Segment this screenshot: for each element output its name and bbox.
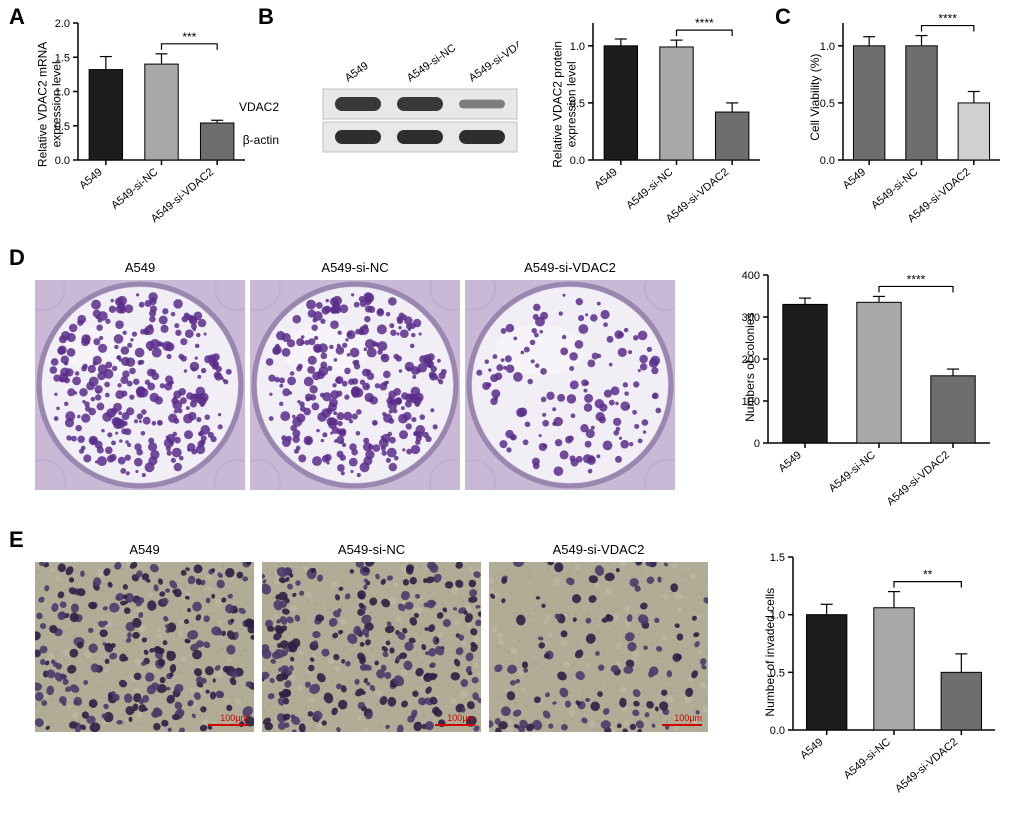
colony-dish-A549: A549: [35, 280, 245, 490]
svg-text:A549-si-NC: A549-si-NC: [624, 166, 675, 212]
dish-siVDAC2-svg: [465, 280, 675, 490]
panel-label-A: A: [9, 4, 25, 30]
svg-text:1.5: 1.5: [770, 552, 785, 564]
chart-E-ylabel: Number of invaded cells: [763, 572, 777, 732]
svg-text:A549: A549: [343, 60, 371, 85]
svg-text:A549: A549: [798, 736, 825, 762]
dish-siNC-svg: [250, 280, 460, 490]
scale-bar-label: 100μm: [674, 713, 702, 723]
dish-title-A549: A549: [35, 260, 245, 275]
svg-text:A549-si-VDAC2: A549-si-VDAC2: [467, 30, 518, 84]
invasion-img-A549: A549 100μm: [35, 562, 254, 732]
chart-D-ylabel: Numbers of colonies: [743, 292, 757, 442]
svg-text:A549: A549: [777, 449, 804, 475]
svg-text:A549-si-VDAC2: A549-si-VDAC2: [885, 449, 952, 508]
chart-E-svg: 0.00.51.01.5A549A549-si-NCA549-si-VDAC2*…: [745, 535, 1005, 815]
svg-text:A549-si-NC: A549-si-NC: [827, 449, 878, 495]
western-blot-svg: A549 A549-si-NCA549-si-VDAC2: [283, 20, 518, 170]
svg-text:400: 400: [742, 270, 760, 282]
dish-A549-svg: [35, 280, 245, 490]
chart-B-protein-bar: Relative VDAC2 protein expression level …: [545, 5, 770, 235]
chart-D-svg: 0100200300400A549A549-si-NCA549-si-VDAC2…: [720, 255, 1000, 525]
svg-text:2.0: 2.0: [55, 18, 70, 30]
panel-label-E: E: [9, 527, 24, 553]
scale-bar-label: 100μm: [220, 713, 248, 723]
chart-E-invaded-bar: Number of invaded cells 0.00.51.01.5A549…: [745, 535, 1005, 815]
chart-A-ylabel: Relative VDAC2 mRNA expression level: [36, 34, 65, 174]
chart-C-svg: 0.00.51.0A549A549-si-NCA549-si-VDAC2****: [795, 5, 1010, 235]
inv-A549-svg: [35, 562, 254, 732]
inv-title-siVDAC2: A549-si-VDAC2: [489, 542, 708, 557]
wb-row-label-vdac2: VDAC2: [235, 100, 279, 114]
chart-B-ylabel: Relative VDAC2 protein expression level: [551, 29, 580, 179]
svg-text:****: ****: [695, 16, 714, 30]
svg-text:A549-si-NC: A549-si-NC: [869, 166, 920, 212]
svg-text:A549-si-NC: A549-si-NC: [405, 42, 458, 84]
svg-text:**: **: [923, 568, 933, 582]
scale-bar-2: 100μm: [662, 713, 702, 726]
panel-label-C: C: [775, 4, 791, 30]
inv-siNC-svg: [262, 562, 481, 732]
chart-C-viability: Cell Viability (%) 0.00.51.0A549A549-si-…: [795, 5, 1010, 235]
scale-bar-0: 100μm: [208, 713, 248, 726]
inv-siVDAC2-svg: [489, 562, 708, 732]
western-blot: A549A549-si-NCA549-si-VDAC2 VDAC2 β-acti…: [283, 20, 518, 170]
scale-bar-1: 100μm: [435, 713, 475, 726]
svg-text:A549-si-NC: A549-si-NC: [109, 166, 160, 212]
dish-title-siVDAC2: A549-si-VDAC2: [465, 260, 675, 275]
chart-C-ylabel: Cell Viability (%): [808, 37, 822, 157]
chart-D-colonies-bar: Numbers of colonies 0100200300400A549A54…: [720, 255, 1000, 525]
svg-text:***: ***: [182, 30, 196, 44]
svg-text:A549-si-NC: A549-si-NC: [842, 736, 893, 782]
inv-title-siNC: A549-si-NC: [262, 542, 481, 557]
svg-text:A549: A549: [592, 166, 619, 192]
svg-text:A549: A549: [77, 166, 104, 192]
colony-dish-siVDAC2: A549-si-VDAC2: [465, 280, 675, 490]
svg-text:A549-si-VDAC2: A549-si-VDAC2: [893, 736, 960, 795]
panel-label-B: B: [258, 4, 274, 30]
invasion-img-siNC: A549-si-NC 100μm: [262, 562, 481, 732]
scale-bar-label: 100μm: [447, 713, 475, 723]
inv-title-A549: A549: [35, 542, 254, 557]
invasion-img-siVDAC2: A549-si-VDAC2 100μm: [489, 562, 708, 732]
dish-title-siNC: A549-si-NC: [250, 260, 460, 275]
figure-root: A B C D E Relative VDAC2 mRNA expression…: [0, 0, 1020, 821]
wb-row-label-actin: β-actin: [235, 133, 279, 147]
panel-label-D: D: [9, 245, 25, 271]
colony-dish-siNC: A549-si-NC: [250, 280, 460, 490]
svg-text:****: ****: [938, 12, 957, 26]
chart-A-mrna: Relative VDAC2 mRNA expression level 0.0…: [30, 5, 255, 235]
svg-text:****: ****: [907, 272, 926, 286]
svg-text:A549: A549: [841, 166, 868, 192]
